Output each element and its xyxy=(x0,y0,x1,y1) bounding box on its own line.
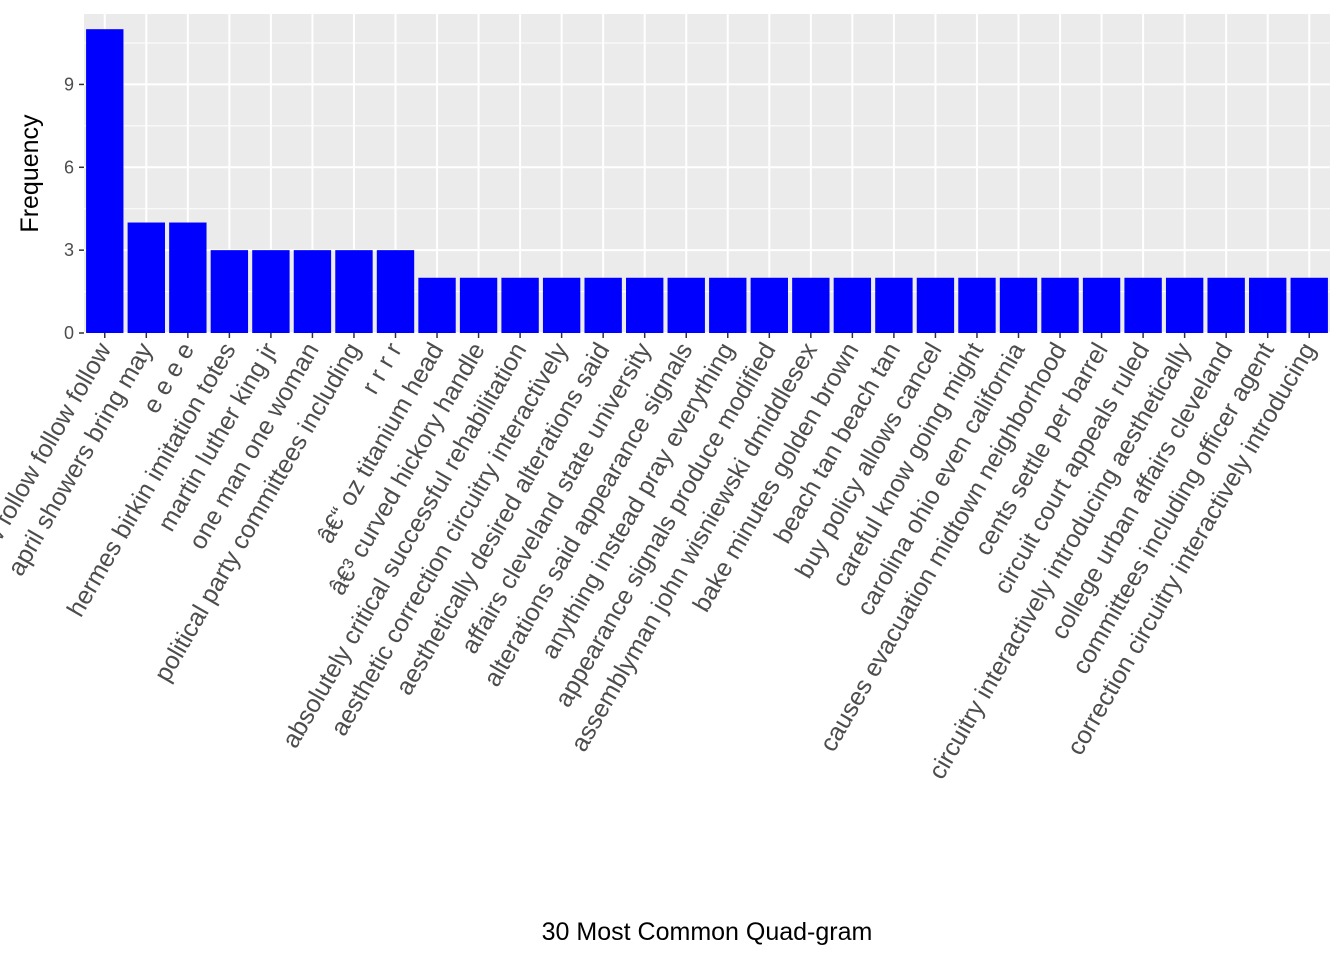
bars xyxy=(86,29,1328,333)
bar xyxy=(833,277,872,333)
y-tick-label: 9 xyxy=(64,74,74,94)
x-axis-title: 30 Most Common Quad-gram xyxy=(542,918,873,946)
y-tick-label: 6 xyxy=(64,157,74,177)
bar xyxy=(1207,277,1245,333)
bar xyxy=(1082,277,1121,333)
bar xyxy=(667,277,705,333)
bar xyxy=(293,250,332,333)
bar xyxy=(750,277,788,333)
bar xyxy=(584,277,622,333)
y-axis: 0 3 6 9 xyxy=(64,74,84,343)
bar xyxy=(1165,277,1204,333)
bar xyxy=(999,277,1038,333)
bar xyxy=(958,277,996,333)
bar xyxy=(1124,277,1162,333)
bar xyxy=(709,277,747,333)
bar xyxy=(127,222,165,333)
bar xyxy=(169,222,207,333)
bar xyxy=(1290,277,1328,333)
bar xyxy=(376,250,415,333)
bar xyxy=(1041,277,1079,333)
bar xyxy=(916,277,955,333)
minor-gridlines xyxy=(84,42,1330,293)
bar xyxy=(875,277,913,333)
bar xyxy=(210,250,249,333)
bar xyxy=(459,277,498,333)
bar xyxy=(1249,277,1287,333)
y-tick-label: 3 xyxy=(64,240,74,260)
y-tick-label: 0 xyxy=(64,323,74,343)
y-axis-title: Frequency xyxy=(16,114,44,233)
plot-panel xyxy=(84,14,1330,333)
bar xyxy=(792,277,830,333)
bar xyxy=(418,277,456,333)
bar xyxy=(626,277,664,333)
bar xyxy=(501,277,539,333)
bar xyxy=(335,250,373,333)
bar xyxy=(86,29,124,333)
bar xyxy=(252,250,290,333)
bar xyxy=(542,277,581,333)
